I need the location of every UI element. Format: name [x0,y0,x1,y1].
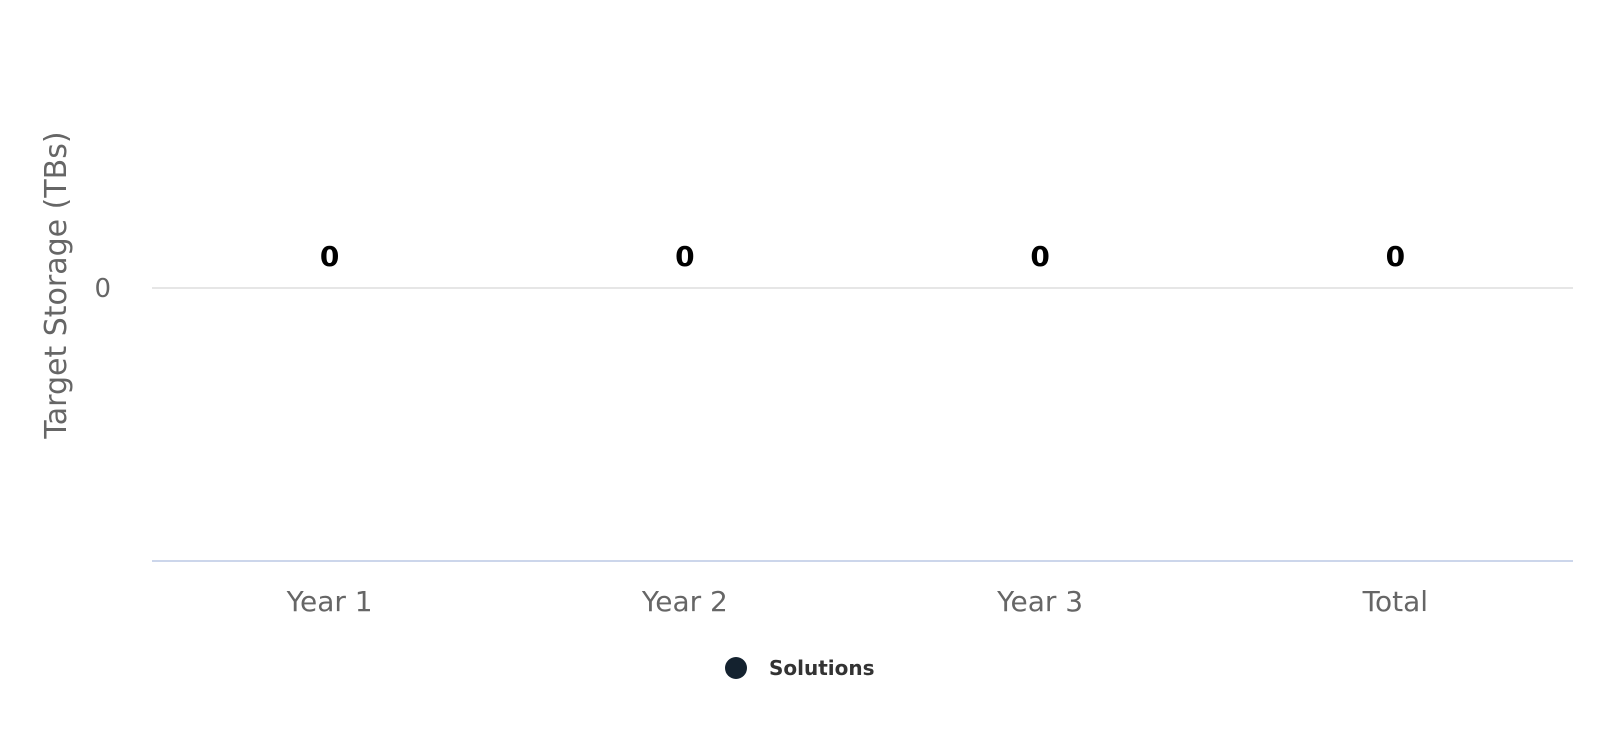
x-tick-label: Year 3 [996,585,1083,618]
data-label: 0 [320,240,339,273]
x-tick-label: Year 2 [641,585,728,618]
data-label: 0 [675,240,694,273]
x-tick-labels-group: Year 1 Year 2 Year 3 Total [286,585,1428,618]
legend-marker-icon [725,657,747,679]
y-tick-label: 0 [94,274,111,304]
x-tick-label: Total [1362,585,1428,618]
data-label: 0 [1386,240,1405,273]
data-label: 0 [1030,240,1049,273]
legend-label: Solutions [769,656,875,680]
data-labels-group: 0 0 0 0 [320,240,1405,273]
legend[interactable]: Solutions [725,656,875,680]
y-axis-title: Target Storage (TBs) [39,131,74,439]
x-tick-label: Year 1 [286,585,373,618]
